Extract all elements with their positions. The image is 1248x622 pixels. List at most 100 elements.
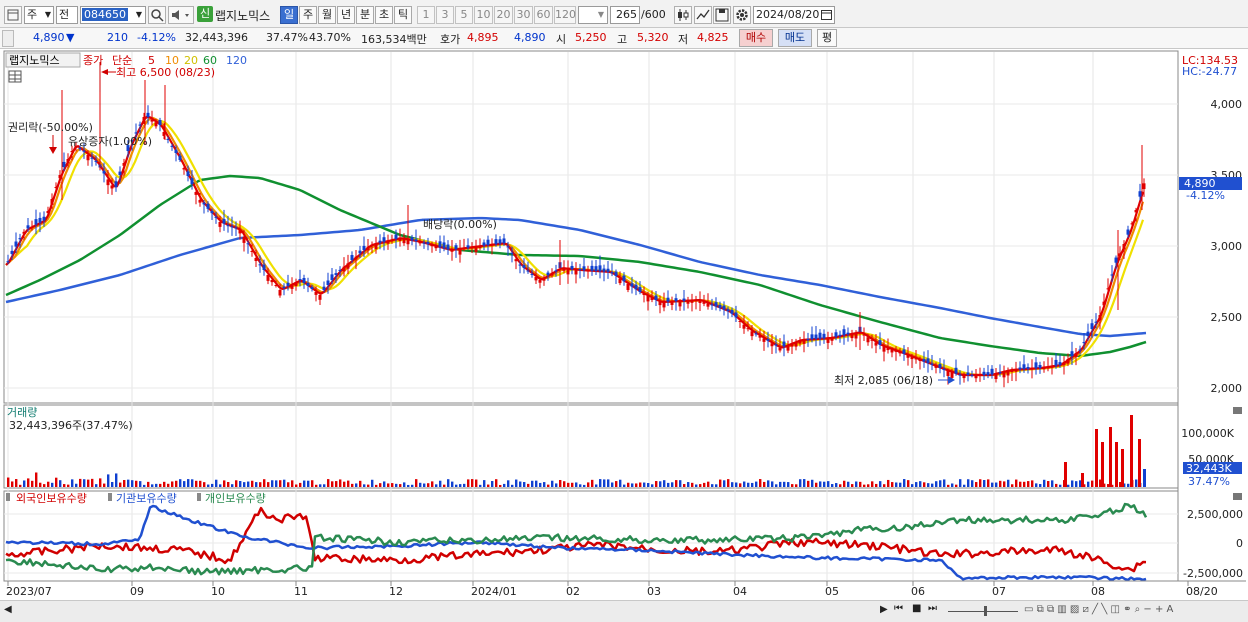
volume-bar [223,480,226,487]
period-year[interactable]: 년 [337,6,355,24]
buy-button[interactable]: 매수 [739,29,773,47]
hc-label: HC:-24.77 [1182,65,1237,78]
play-icon[interactable]: ▶ [880,604,888,615]
candle [102,170,106,174]
prev-button[interactable]: 전 [56,6,78,24]
candle [826,338,830,343]
volume-bar [139,481,142,487]
sell-button[interactable]: 매도 [778,29,812,47]
interval-10[interactable]: 10 [474,6,493,24]
turnover-rate: 43.70% [309,31,351,44]
maximize-icon[interactable] [1233,407,1242,414]
forward-icon[interactable]: ⏭ [928,603,937,614]
search-icon[interactable] [148,6,166,24]
interval-20[interactable]: 20 [494,6,513,24]
candle [542,277,546,281]
period-day[interactable]: 일 [280,6,298,24]
scroll-bar[interactable]: ◀ ▶ ⏮ ■ ⏭ ▭ ⧉ ⧉ ▥ ▨ ⧄ ╱ ╲ ◫ ⚭ ⌕ − + A [0,600,1248,622]
scroll-left-icon[interactable]: ◀ [4,604,12,615]
interval-5[interactable]: 5 [455,6,473,24]
candle [362,245,366,250]
volume-bar [1067,484,1070,487]
volume-bar [1127,483,1130,487]
volume-bar [615,481,618,487]
period-minute[interactable]: 분 [356,6,374,24]
candle [1122,244,1126,250]
volume-bar [231,484,234,487]
stock-name-box[interactable] [5,52,81,68]
volume-bar [859,481,862,487]
candle [1074,353,1078,357]
period-week[interactable]: 주 [299,6,317,24]
zoom-slider-handle[interactable] [984,606,987,616]
volume-bar [47,481,50,487]
candle [462,248,466,250]
candle [54,187,58,188]
interval-60[interactable]: 60 [534,6,553,24]
candle [1090,323,1094,329]
volume-bar [271,480,274,487]
date-input[interactable]: 2024/08/20 [753,6,835,24]
rewind-icon[interactable]: ⏮ [894,603,903,614]
period-tick[interactable]: 틱 [394,6,412,24]
candle [318,295,322,300]
volume-bar [187,479,190,487]
volume-bar [331,481,334,487]
volume-panel[interactable] [3,404,1179,489]
interval-120[interactable]: 120 [554,6,576,24]
interval-30[interactable]: 30 [514,6,533,24]
volume-bar [967,479,970,487]
volume-bar [663,480,666,487]
candle [982,371,986,375]
volume-bar [263,479,266,487]
candle [490,244,494,246]
volume-bar [623,484,626,487]
stop-icon[interactable]: ■ [912,603,922,614]
line-chart-icon[interactable] [694,6,712,24]
volume-bar [1043,479,1046,487]
volume-bar [1055,483,1058,487]
freq-select[interactable]: 주 ▼ [24,6,54,24]
chart-tools-icon[interactable]: ▭ ⧉ ⧉ ▥ ▨ ⧄ ╱ ╲ ◫ ⚭ ⌕ − + A [1024,604,1174,615]
candle [702,301,706,304]
holdings-panel[interactable] [3,490,1179,582]
candle-icon[interactable] [674,6,692,24]
chart-area[interactable]: 6,0005,5005,0004,5004,0003,5003,0002,500… [0,50,1248,600]
volume-bar [59,480,62,487]
volume-bar [839,484,842,487]
period-month[interactable]: 월 [318,6,336,24]
eval-button[interactable]: 평 [817,29,837,47]
volume-tick-label: 100,000K [1181,427,1234,440]
volume-bar [127,479,130,487]
candle [114,181,118,187]
volume-bar [983,480,986,487]
zoom-slider[interactable] [948,611,1018,612]
volume-bar [1075,481,1078,487]
save-icon[interactable] [713,6,731,24]
interval-1[interactable]: 1 [417,6,435,24]
gear-icon[interactable] [733,6,751,24]
volume-bar [575,482,578,487]
candle [898,352,902,354]
candle [830,337,834,341]
chart-settings-icon[interactable] [4,6,22,24]
volume-bar [63,484,66,487]
interval-select[interactable]: ▼ [578,6,608,24]
expand-toggle[interactable] [2,30,14,47]
candle [498,239,502,244]
candle [650,298,654,300]
volume-bar [775,484,778,487]
interval-3[interactable]: 3 [436,6,454,24]
period-second[interactable]: 초 [375,6,393,24]
count-input[interactable]: 265 [610,6,640,24]
maximize-icon[interactable] [1233,493,1242,500]
volume-bar [635,483,638,487]
candle [618,278,622,284]
speaker-icon[interactable] [168,6,194,24]
volume-bar [99,478,102,487]
code-input[interactable]: 084650 ▼ [80,6,146,24]
x-tick-label: 08/20 [1186,585,1218,598]
volume-bar [531,480,534,487]
candle [134,132,138,134]
candle [890,349,894,353]
